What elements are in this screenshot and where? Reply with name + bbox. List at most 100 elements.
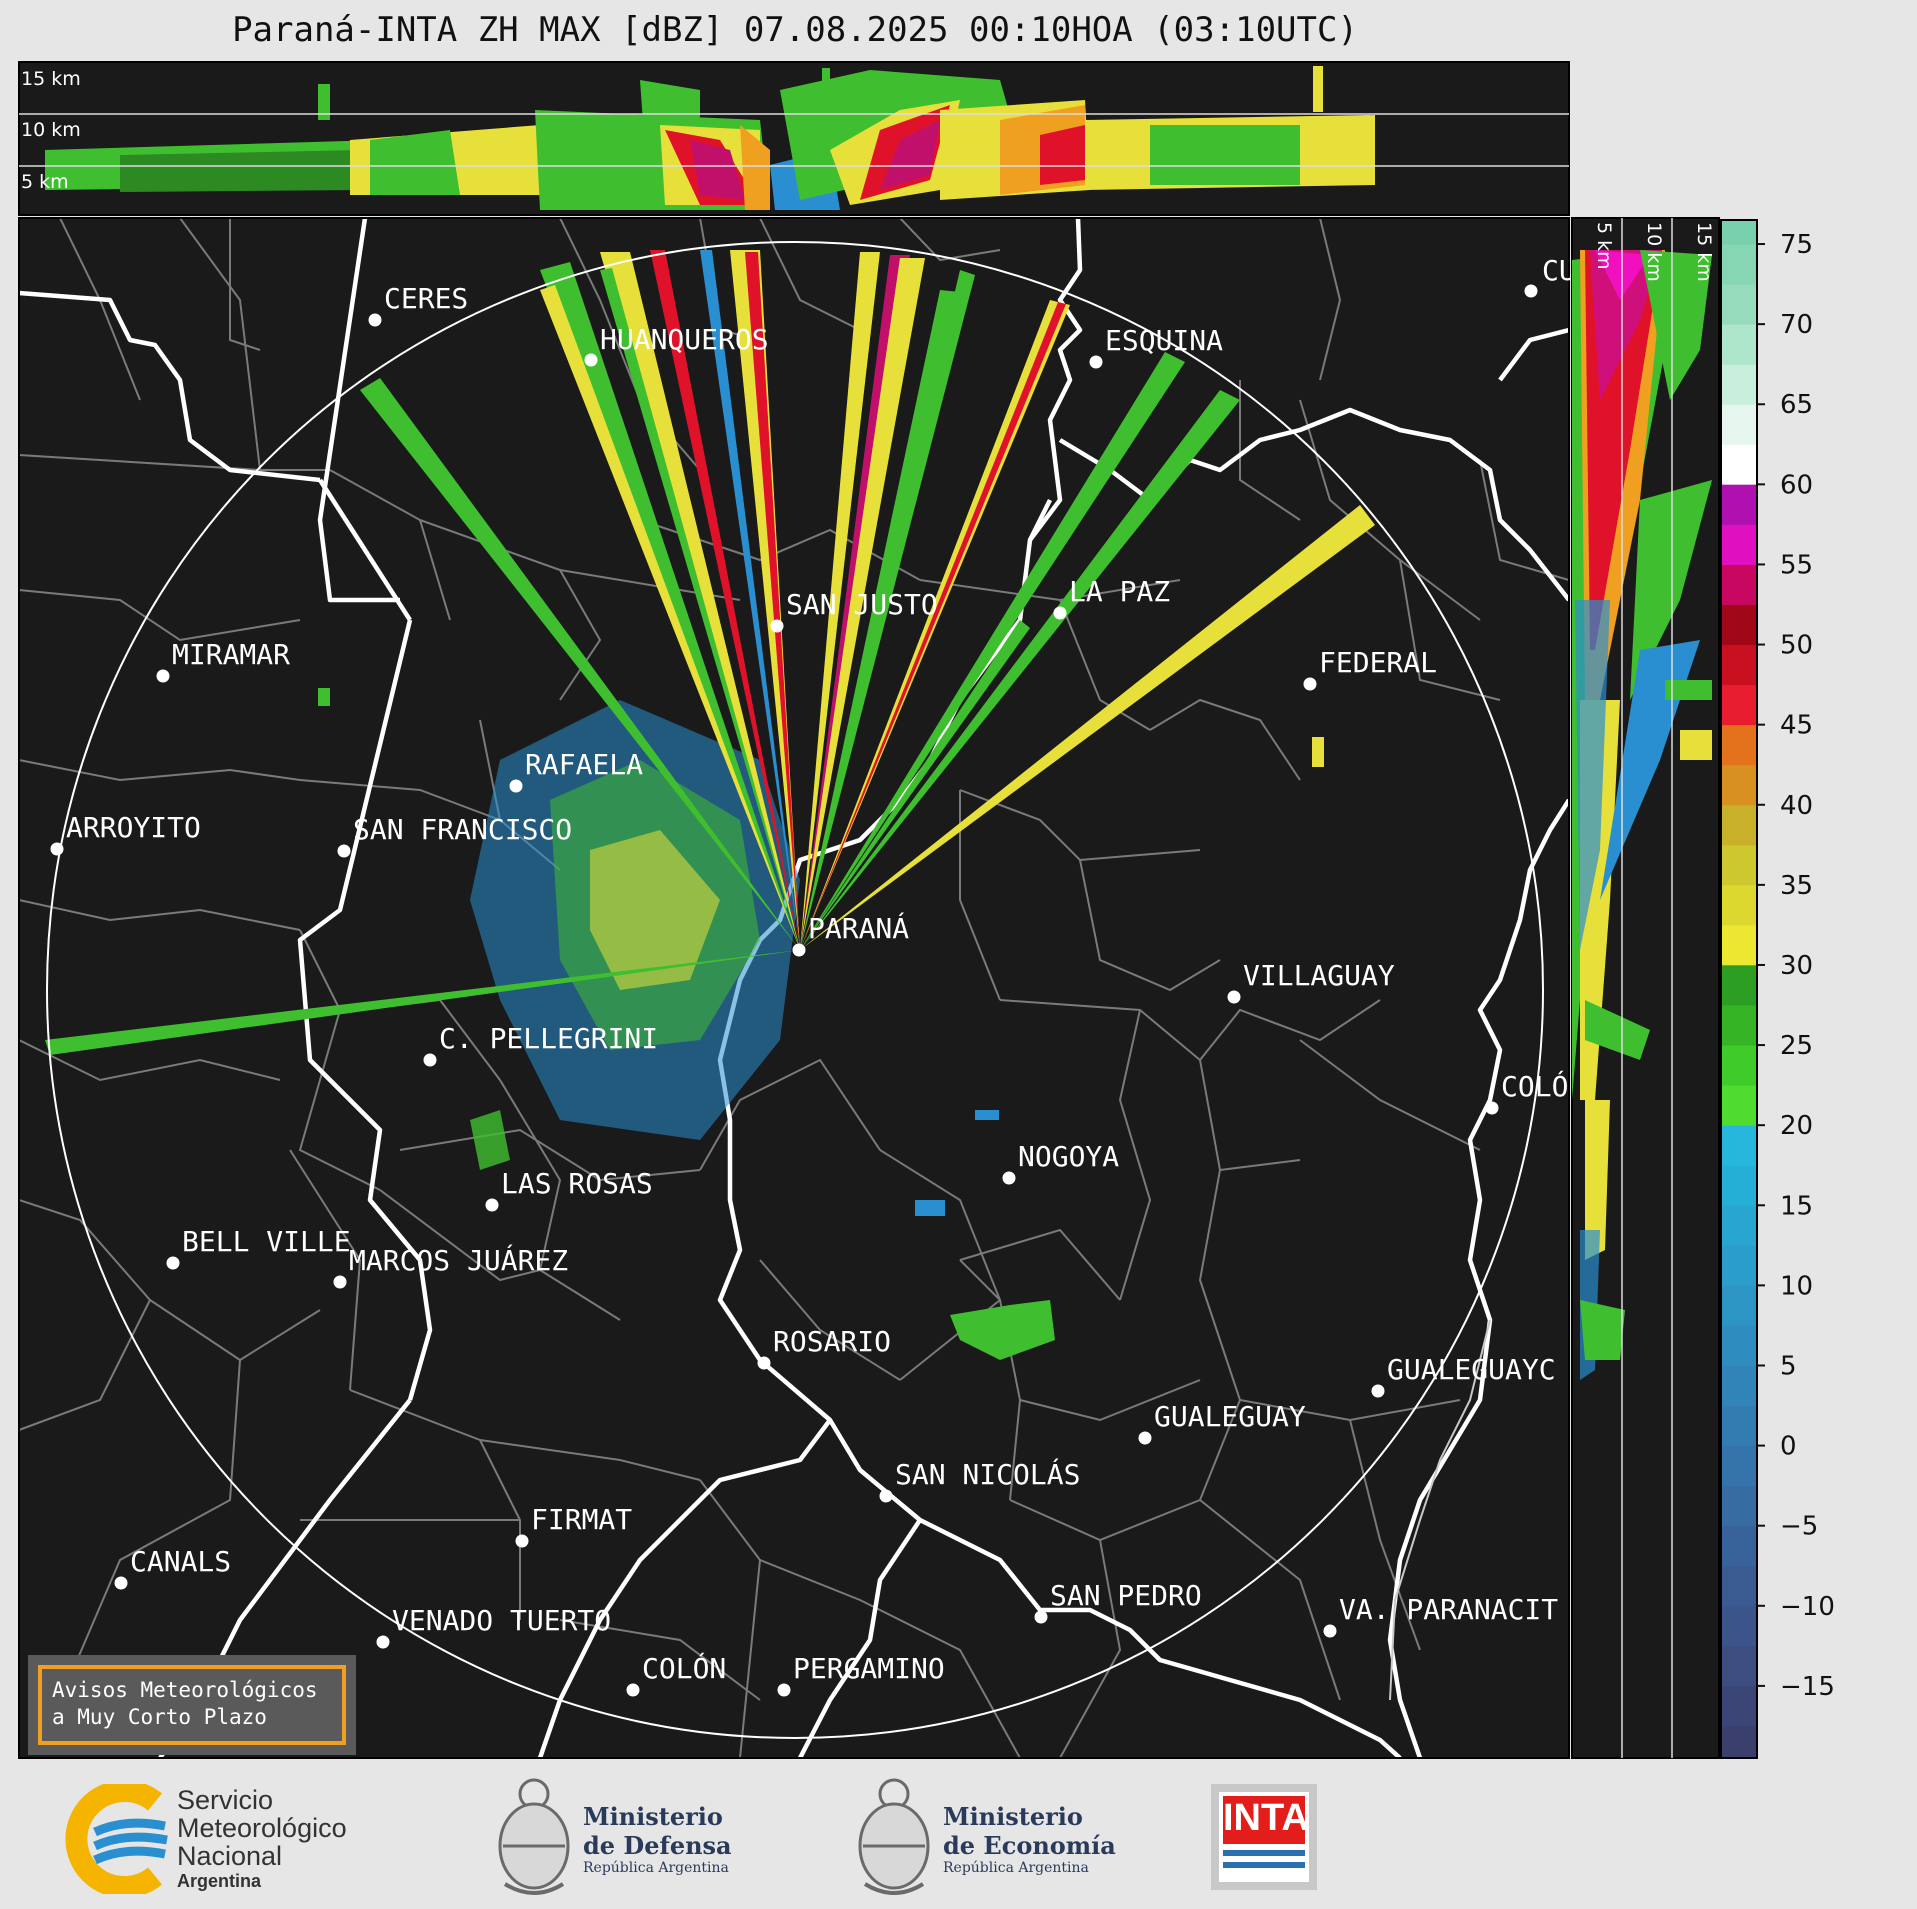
city-marker bbox=[757, 1356, 771, 1370]
colorbar-band bbox=[1721, 684, 1757, 726]
colorbar-band bbox=[1721, 444, 1757, 485]
colorbar-tick-label: 30 bbox=[1780, 951, 1813, 981]
colorbar-band bbox=[1721, 1485, 1757, 1527]
colorbar-band bbox=[1721, 764, 1757, 806]
city-label: ESQUINA bbox=[1105, 324, 1223, 357]
colorbar-tick-label: 40 bbox=[1780, 791, 1813, 821]
colorbar-band bbox=[1721, 524, 1757, 565]
colorbar-tick-label: 5 bbox=[1780, 1351, 1797, 1381]
top-height-panel: 15 km 10 km 5 km bbox=[18, 61, 1570, 216]
city-labels: CERES HUANQUEROS ESQUINA CU SAN JUSTO LA PAZ M… bbox=[50, 254, 1576, 1697]
city-label: SAN PEDRO bbox=[1050, 1579, 1202, 1612]
colorbar-tick-label: 70 bbox=[1780, 310, 1813, 340]
city-marker bbox=[1002, 1171, 1016, 1185]
city-marker bbox=[1053, 606, 1067, 620]
colorbar-tick-label: 50 bbox=[1780, 631, 1813, 661]
city-marker bbox=[626, 1683, 640, 1697]
city-label: SAN FRANCISCO bbox=[353, 813, 572, 846]
city-marker bbox=[166, 1256, 180, 1270]
colorbar-band bbox=[1721, 1645, 1757, 1687]
colorbar-band bbox=[1721, 1725, 1757, 1759]
defensa-line-3: República Argentina bbox=[583, 1860, 729, 1876]
smn-line-3: Nacional bbox=[177, 1841, 283, 1871]
top-height-label-15: 15 km bbox=[21, 68, 81, 90]
city-label: CANALS bbox=[130, 1545, 231, 1578]
city-label: MARCOS JUÁREZ bbox=[349, 1243, 568, 1277]
city-marker bbox=[50, 842, 64, 856]
colorbar-band bbox=[1721, 1685, 1757, 1727]
colorbar-tick-label: 75 bbox=[1780, 230, 1813, 260]
colorbar-band bbox=[1721, 324, 1757, 365]
notice-line-2: a Muy Corto Plazo bbox=[52, 1705, 267, 1729]
city-label: NOGOYA bbox=[1018, 1140, 1119, 1173]
city-label: GUALEGUAYC bbox=[1387, 1353, 1556, 1386]
city-marker bbox=[770, 619, 784, 633]
city-label: ROSARIO bbox=[773, 1325, 891, 1358]
colorbar-tick-label: −10 bbox=[1780, 1592, 1835, 1622]
city-label: SAN NICOLÁS bbox=[895, 1457, 1080, 1491]
city-label: FEDERAL bbox=[1319, 646, 1437, 679]
city-marker bbox=[509, 779, 523, 793]
economia-line-2: de Economía bbox=[943, 1831, 1116, 1860]
smn-logo: Servicio Meteorológico Nacional Argentin… bbox=[55, 1762, 395, 1909]
colorbar-tick-label: −5 bbox=[1780, 1512, 1818, 1542]
defensa-line-1: Ministerio bbox=[583, 1802, 723, 1831]
defensa-logo: Ministerio de Defensa República Argentin… bbox=[495, 1762, 755, 1909]
colorbar-band bbox=[1721, 1205, 1757, 1246]
city-marker bbox=[1485, 1101, 1499, 1115]
colorbar-band bbox=[1721, 220, 1757, 245]
economia-logo: Ministerio de Economía República Argenti… bbox=[855, 1762, 1135, 1909]
city-marker bbox=[114, 1576, 128, 1590]
colorbar-band bbox=[1721, 1285, 1757, 1326]
city-marker bbox=[1524, 284, 1538, 298]
colorbar-band bbox=[1721, 924, 1757, 966]
city-marker bbox=[376, 1635, 390, 1649]
city-marker bbox=[792, 943, 806, 957]
city-marker bbox=[1138, 1431, 1152, 1445]
smn-line-1: Servicio bbox=[177, 1785, 274, 1815]
colorbar-band bbox=[1721, 484, 1757, 525]
city-label: LA PAZ bbox=[1069, 575, 1170, 608]
city-marker bbox=[485, 1198, 499, 1212]
argentina-shield-icon bbox=[498, 1778, 570, 1895]
city-marker bbox=[879, 1489, 893, 1503]
city-marker bbox=[584, 353, 598, 367]
colorbar-band bbox=[1721, 1085, 1757, 1126]
colorbar-band bbox=[1721, 1245, 1757, 1286]
colorbar-band bbox=[1721, 404, 1757, 445]
city-label: CERES bbox=[384, 282, 468, 315]
inta-logo: INTA bbox=[1211, 1762, 1317, 1909]
city-label: PERGAMINO bbox=[793, 1652, 945, 1685]
city-label: VENADO TUERTO bbox=[392, 1604, 611, 1637]
city-label: GUALEGUAY bbox=[1154, 1400, 1306, 1433]
side-height-label-15: 15 km bbox=[1693, 222, 1715, 282]
city-label: HUANQUEROS bbox=[600, 323, 769, 356]
city-label: RAFAELA bbox=[525, 748, 643, 781]
economia-line-3: República Argentina bbox=[943, 1860, 1089, 1876]
side-height-panel: 5 km 10 km 15 km bbox=[1571, 217, 1720, 1759]
colorbar-tick-label: 25 bbox=[1780, 1031, 1813, 1061]
colorbar-band bbox=[1721, 804, 1757, 846]
city-label: VA. PARANACIT bbox=[1339, 1593, 1558, 1626]
city-marker bbox=[1323, 1624, 1337, 1638]
notice-box: Avisos Meteorológicos a Muy Corto Plazo bbox=[28, 1655, 356, 1755]
economia-line-1: Ministerio bbox=[943, 1802, 1083, 1831]
footer-logos: Servicio Meteorológico Nacional Argentin… bbox=[0, 1762, 1917, 1909]
city-marker bbox=[1303, 677, 1317, 691]
colorbar-tick-label: 20 bbox=[1780, 1111, 1813, 1141]
city-marker bbox=[1227, 990, 1241, 1004]
city-marker bbox=[156, 669, 170, 683]
colorbar-band bbox=[1721, 604, 1757, 646]
radar-echoes bbox=[45, 250, 1375, 1360]
colorbar-tick-label: 35 bbox=[1780, 871, 1813, 901]
city-label: FIRMAT bbox=[531, 1503, 632, 1536]
inta-text: INTA bbox=[1223, 1797, 1309, 1839]
colorbar-band bbox=[1721, 1565, 1757, 1607]
argentina-shield-icon bbox=[858, 1778, 930, 1895]
smn-line-4: Argentina bbox=[177, 1871, 262, 1891]
city-marker bbox=[1034, 1610, 1048, 1624]
city-label: VILLAGUAY bbox=[1243, 959, 1395, 992]
colorbar-band bbox=[1721, 1525, 1757, 1567]
colorbar-band bbox=[1721, 1045, 1757, 1086]
